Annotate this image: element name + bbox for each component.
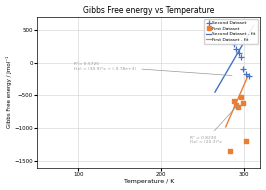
Point: [243, 73, 248, 76]
Point: [241, 68, 245, 71]
Text: R² = 0.8230
f(x) = (20.3)*x: R² = 0.8230 f(x) = (20.3)*x: [190, 104, 239, 144]
Point: [236, 106, 240, 109]
Point: [234, 48, 239, 51]
Point: [238, 96, 243, 99]
Point: [232, 99, 236, 102]
Point: [247, 75, 251, 78]
Point: [234, 103, 239, 106]
Point: [241, 102, 245, 105]
Title: Gibbs Free energy vs Temperature: Gibbs Free energy vs Temperature: [83, 6, 214, 15]
Point: [238, 55, 243, 58]
Point: [237, 52, 241, 55]
Point: [228, 150, 232, 153]
Y-axis label: Gibbs Free energy / Jmol⁻¹: Gibbs Free energy / Jmol⁻¹: [6, 56, 11, 128]
Point: [232, 42, 236, 45]
Legend: Second Dataset, First Dataset, Second Dataset - fit, First Dataset - fit: Second Dataset, First Dataset, Second Da…: [204, 19, 258, 44]
Point: [228, 32, 232, 35]
X-axis label: Temperature / K: Temperature / K: [124, 179, 174, 184]
Point: [243, 140, 248, 143]
Text: R²= 0.5725
f(x) = (30.9)*x + (-9.78e+3): R²= 0.5725 f(x) = (30.9)*x + (-9.78e+3): [74, 62, 232, 76]
